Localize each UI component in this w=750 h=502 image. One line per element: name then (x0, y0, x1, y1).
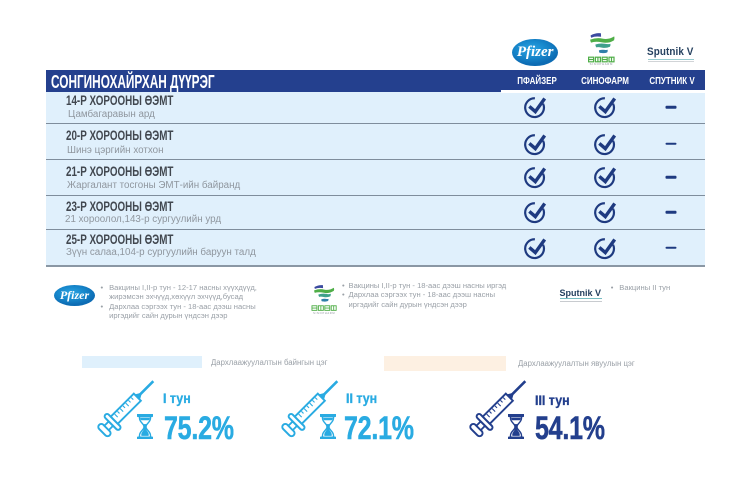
svg-text:S I N O P H A R M: S I N O P H A R M (590, 62, 613, 66)
svg-text:S I N O P H A R M: S I N O P H A R M (313, 311, 334, 315)
